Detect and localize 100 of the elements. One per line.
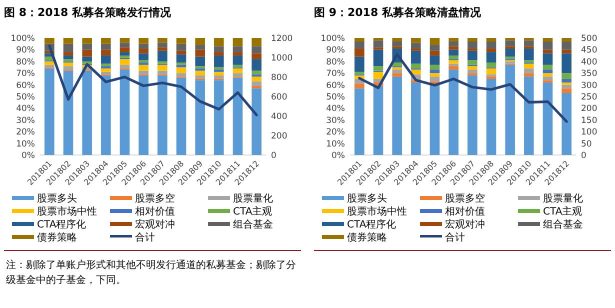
bar [524,76,534,155]
y-tick-label: 50% [16,92,35,102]
bar [524,46,534,49]
y2-tick-label: 400 [271,112,288,122]
legend-label: 合计 [135,232,155,244]
bar [354,56,364,72]
bar [486,42,496,49]
bar [138,44,148,49]
bar [411,70,421,74]
bar [195,50,205,57]
bar [63,38,74,44]
legend-label: 股票多头 [37,192,77,204]
bar [430,38,440,46]
y2-tick-label: 1000 [271,54,293,64]
bar [63,44,74,52]
bar [101,56,111,64]
bar [82,50,92,57]
bar [373,50,384,66]
y-tick-label: 60% [16,80,35,91]
bar [448,66,458,70]
bar [468,50,478,60]
bar [232,46,243,52]
legend-label: 股票量化 [233,192,273,204]
bar [120,64,130,68]
y-tick-label: 50% [326,92,345,102]
y2-tick-label: 800 [271,73,288,83]
bar [101,44,111,50]
bar [101,64,111,66]
bar [158,47,168,51]
bar [411,42,421,49]
y-tick-label: 40% [326,104,345,114]
legend-label: CTA主观 [233,206,272,218]
bar [468,60,478,65]
legend-label: 合计 [445,232,465,244]
bar [232,64,243,68]
bar [232,78,243,155]
bar [448,46,458,50]
bar [101,50,111,56]
bar [562,88,572,93]
bar [486,68,496,74]
bar [373,40,384,48]
bar [468,42,478,49]
bar [448,38,458,42]
bar [158,70,168,74]
y-tick-label: 30% [326,116,345,126]
bar [373,86,384,155]
text: 注：剔除了单账户形式和其他不明发行通道的私募基金；剔除了分级基金中的子基金，下同。 [6,258,297,288]
bar [44,38,54,44]
y2-tick-label: 100 [581,128,598,138]
bar [562,38,572,42]
bar [392,38,402,42]
bar [176,73,186,77]
bar [158,64,168,71]
y2-tick-label: 200 [271,132,288,142]
bar [411,64,421,68]
bar [354,72,364,74]
bar [158,38,168,43]
bar [138,60,148,63]
legend-label: 组合基金 [543,218,583,230]
legend-label: 组合基金 [233,218,273,230]
legend-label: 股票市场中性 [347,206,407,218]
bar [252,53,262,60]
y-tick-label: 70% [16,69,35,80]
bar [448,64,458,66]
bar [138,70,148,74]
bar [354,88,364,155]
y-tick-label: 100% [320,34,345,44]
chart-title: 图 8：2018 私募各策略发行情况 [4,5,171,20]
bar [486,38,496,42]
bar [542,38,553,42]
bar [354,84,364,88]
y2-tick-label: 200 [581,104,598,114]
bar [542,53,553,65]
y-tick-label: 100% [10,34,35,44]
bar [448,70,458,155]
bar [373,72,384,79]
bar [486,62,496,68]
bar [542,76,553,80]
y-tick-label: 20% [16,128,35,138]
bar [195,70,205,76]
bar [214,46,224,52]
legend-label: 宏观对冲 [445,218,485,230]
bar [195,80,205,155]
y2-tick-label: 350 [581,69,598,80]
y2-tick-label: 1200 [271,34,293,44]
bar [430,76,440,82]
bar [101,68,111,72]
bar [101,72,111,74]
bar [82,38,92,44]
bar [392,76,402,155]
bar [82,44,92,50]
bar [505,48,515,57]
chart-title: 图 9：2018 私募各策略清盘情况 [314,5,481,20]
bar [138,75,148,155]
bar [158,42,168,48]
bar [430,73,440,77]
y2-tick-label: 300 [581,80,598,91]
bar [101,75,111,155]
bar [232,68,243,74]
bar [542,82,553,155]
